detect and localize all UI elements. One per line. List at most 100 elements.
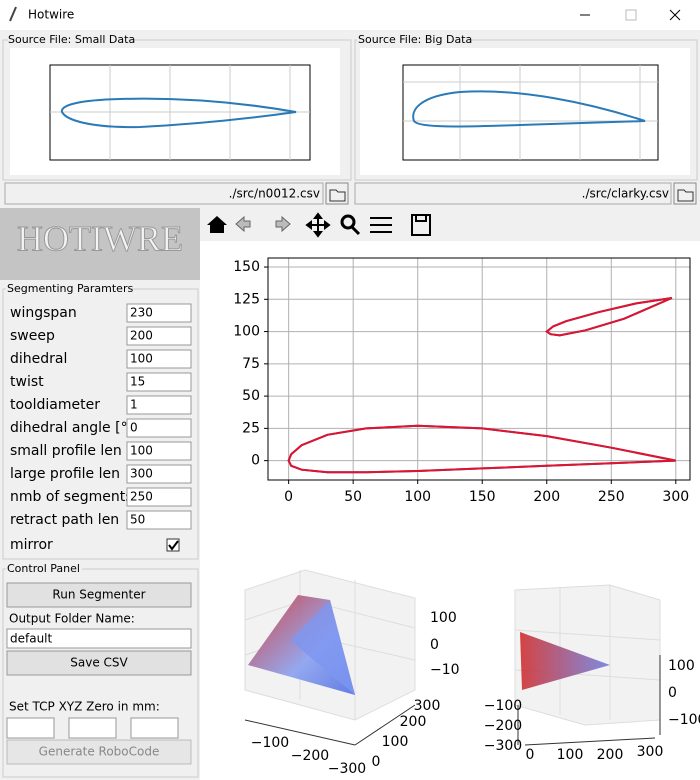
param-entry[interactable]	[126, 464, 192, 484]
tick-label-3d: 200	[400, 714, 427, 730]
home-button[interactable]	[207, 216, 227, 233]
tick-label-3d: 100	[668, 658, 695, 674]
frame-label: Segmenting Paramters	[7, 282, 133, 295]
tick-label-3d: 200	[597, 747, 624, 763]
output-label: Output Folder Name:	[9, 612, 135, 626]
tick-label-3d: −300	[328, 761, 366, 777]
folder-icon	[677, 189, 694, 202]
surface	[290, 600, 355, 695]
tcp-label: Set TCP XYZ Zero in mm:	[9, 700, 160, 714]
y-tick-label: 50	[242, 388, 260, 404]
pan-button[interactable]	[305, 212, 331, 238]
frame	[2, 39, 352, 181]
tick-label-3d: 0	[526, 747, 535, 763]
axes	[402, 64, 659, 161]
file-path: ./src/clarky.csv	[582, 187, 669, 201]
param-entry[interactable]	[126, 441, 192, 461]
zoom-button[interactable]	[340, 214, 356, 230]
tcp-x[interactable]	[6, 717, 55, 739]
save-button[interactable]	[411, 214, 431, 236]
tick-label-3d: 300	[414, 698, 441, 714]
tick-label-3d: 100	[382, 734, 409, 750]
param-value: 50	[130, 513, 145, 527]
plot-bg	[200, 241, 700, 541]
title-bar	[0, 0, 700, 30]
param-entry[interactable]	[126, 487, 192, 507]
param-value: 0	[130, 421, 138, 435]
frame	[354, 39, 698, 181]
tick-label-3d: −100	[484, 698, 522, 714]
close[interactable]	[669, 9, 681, 21]
param-value: 200	[130, 329, 153, 343]
series-line	[287, 297, 676, 474]
tick-label-3d: 0	[372, 754, 381, 770]
param-value: 300	[130, 467, 153, 481]
tick-label-3d: −300	[484, 738, 522, 754]
x-tick-label: 250	[598, 489, 625, 505]
y-tick-label: 25	[242, 420, 260, 436]
x-tick-label: 50	[344, 489, 362, 505]
zoom-handle	[350, 225, 361, 236]
param-value: 100	[130, 352, 153, 366]
toolbar	[200, 208, 700, 241]
save-csv-button[interactable]	[6, 650, 192, 676]
maximize[interactable]	[625, 9, 637, 21]
grid	[403, 65, 658, 160]
path-entry[interactable]	[354, 182, 672, 205]
param-entry[interactable]	[126, 326, 192, 346]
param-entry[interactable]	[126, 418, 192, 438]
tick-label-3d: −100	[251, 735, 289, 751]
file-path: ./src/n0012.csv	[229, 187, 320, 201]
param-value: 250	[130, 490, 153, 504]
frame-label: Source File: Small Data	[8, 33, 135, 46]
frame	[2, 568, 199, 778]
param-entry[interactable]	[126, 303, 192, 323]
param-label: dihedral	[10, 351, 67, 367]
x-tick-label: 300	[662, 489, 689, 505]
param-label: twist	[10, 374, 44, 390]
tcp-y[interactable]	[68, 717, 117, 739]
param-label: small profile len	[10, 443, 122, 459]
param-entry[interactable]	[126, 510, 192, 530]
grid	[50, 65, 310, 160]
run-button[interactable]	[6, 582, 192, 608]
mirror-label: mirror	[10, 537, 53, 553]
axis-lines	[244, 704, 416, 746]
airfoil	[60, 97, 297, 129]
tick-label-3d: −10	[430, 662, 460, 678]
run-label: Run Segmenter	[52, 588, 145, 602]
x-tick-label: 0	[284, 489, 293, 505]
param-value: 230	[130, 306, 153, 320]
airfoil	[412, 90, 646, 128]
param-label: retract path len	[10, 512, 119, 528]
folder-button[interactable]	[673, 182, 697, 205]
tcp-z[interactable]	[130, 717, 179, 739]
output-entry[interactable]	[6, 628, 192, 649]
folder-icon	[329, 189, 346, 202]
param-entry[interactable]	[126, 372, 192, 392]
y-tick-label: 0	[251, 453, 260, 469]
param-entry[interactable]	[126, 395, 192, 415]
pane-grid	[514, 585, 661, 720]
param-entry[interactable]	[126, 349, 192, 369]
tick-label-3d: 0	[430, 637, 439, 653]
back-button[interactable]	[235, 215, 251, 233]
checkmark	[168, 540, 179, 551]
folder-button[interactable]	[325, 182, 349, 205]
path-entry[interactable]	[4, 182, 324, 205]
logo-box	[0, 208, 200, 280]
generate-button[interactable]	[6, 739, 192, 765]
label-bg	[6, 563, 82, 575]
tick-label-3d: −100	[668, 712, 700, 728]
forward-button[interactable]	[275, 215, 291, 233]
axis-lines	[517, 655, 661, 746]
save-label: Save CSV	[70, 656, 128, 670]
tick-label-3d: −200	[291, 748, 329, 764]
y-tick-label: 75	[242, 356, 260, 372]
tick-label-3d: −200	[484, 718, 522, 734]
generate-label: Generate RoboCode	[39, 745, 160, 759]
config-button[interactable]	[370, 217, 392, 233]
x-tick-label: 150	[469, 489, 496, 505]
mirror-checkbox[interactable]	[166, 538, 180, 552]
